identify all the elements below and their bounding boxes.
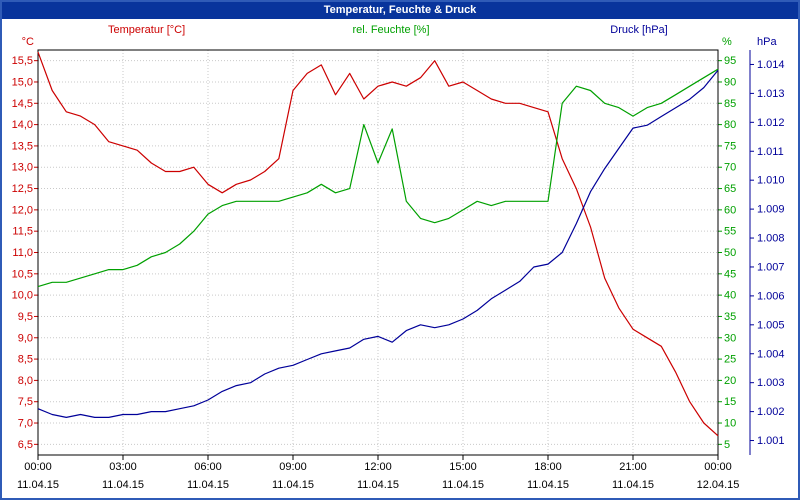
- date-tick-label: 11.04.15: [357, 479, 399, 491]
- humidity-tick-label: 80: [724, 119, 736, 131]
- time-tick-label: 18:00: [534, 461, 562, 473]
- humidity-axis-unit: %: [722, 36, 732, 48]
- time-tick-label: 12:00: [364, 461, 392, 473]
- temp-tick-label: 9,0: [18, 332, 33, 344]
- humidity-tick-label: 60: [724, 204, 736, 216]
- legend-pressure: Druck [hPa]: [610, 24, 668, 36]
- window-titlebar[interactable]: Temperatur, Feuchte & Druck: [2, 2, 798, 19]
- humidity-tick-label: 95: [724, 55, 736, 67]
- time-tick-label: 09:00: [279, 461, 307, 473]
- humidity-tick-label: 35: [724, 311, 736, 323]
- date-tick-label: 11.04.15: [442, 479, 484, 491]
- date-tick-label: 12.04.15: [697, 479, 740, 491]
- humidity-tick-label: 30: [724, 332, 736, 344]
- pressure-tick-label: 1.006: [757, 290, 785, 302]
- temp-tick-label: 13,5: [12, 140, 33, 152]
- date-tick-label: 11.04.15: [527, 479, 569, 491]
- humidity-tick-label: 85: [724, 98, 736, 110]
- temp-tick-label: 7,5: [18, 396, 33, 408]
- temp-tick-label: 7,0: [18, 418, 33, 430]
- temp-tick-label: 15,0: [12, 76, 33, 88]
- humidity-tick-label: 75: [724, 140, 736, 152]
- humidity-tick-label: 45: [724, 268, 736, 280]
- pressure-tick-label: 1.004: [757, 348, 785, 360]
- series-line-pressure: [37, 69, 719, 418]
- date-tick-label: 11.04.15: [17, 479, 59, 491]
- time-tick-label: 15:00: [449, 461, 477, 473]
- temp-tick-label: 8,0: [18, 375, 33, 387]
- humidity-tick-label: 55: [724, 226, 736, 238]
- date-tick-label: 11.04.15: [102, 479, 144, 491]
- humidity-tick-label: 10: [724, 418, 736, 430]
- humidity-tick-label: 20: [724, 375, 736, 387]
- pressure-tick-label: 1.010: [757, 175, 785, 187]
- plot-border: [37, 49, 719, 456]
- humidity-tick-label: 5: [724, 439, 730, 451]
- pressure-tick-label: 1.005: [757, 319, 785, 331]
- pressure-tick-label: 1.001: [757, 435, 785, 447]
- pressure-tick-label: 1.008: [757, 233, 785, 245]
- temp-tick-label: 6,5: [18, 439, 33, 451]
- legend-humidity: rel. Feuchte [%]: [352, 24, 430, 36]
- humidity-tick-label: 70: [724, 162, 736, 174]
- humidity-tick-label: 25: [724, 354, 736, 366]
- time-tick-label: 06:00: [194, 461, 222, 473]
- temp-tick-label: 10,5: [12, 268, 33, 280]
- temperature-axis-unit: °C: [21, 36, 34, 48]
- pressure-tick-label: 1.014: [757, 59, 785, 71]
- humidity-tick-label: 65: [724, 183, 736, 195]
- date-tick-label: 11.04.15: [272, 479, 314, 491]
- pressure-axis-unit: hPa: [757, 36, 777, 48]
- time-tick-label: 21:00: [619, 461, 647, 473]
- pressure-tick-label: 1.009: [757, 204, 785, 216]
- temp-tick-label: 14,0: [12, 119, 33, 131]
- humidity-tick-label: 50: [724, 247, 736, 259]
- pressure-tick-label: 1.011: [757, 146, 784, 158]
- temp-tick-label: 11,0: [12, 247, 33, 259]
- window-title: Temperatur, Feuchte & Druck: [323, 4, 477, 16]
- temp-tick-label: 10,0: [12, 290, 33, 302]
- temp-tick-label: 12,0: [12, 204, 33, 216]
- series-line-temperature: [37, 51, 719, 437]
- temp-tick-label: 14,5: [12, 98, 33, 110]
- humidity-tick-label: 15: [724, 396, 736, 408]
- pressure-tick-label: 1.012: [757, 117, 785, 129]
- pressure-tick-label: 1.002: [757, 406, 785, 418]
- humidity-tick-label: 40: [724, 290, 736, 302]
- temp-tick-label: 13,0: [12, 162, 33, 174]
- temp-tick-label: 11,5: [12, 226, 33, 238]
- temp-tick-label: 8,5: [18, 354, 33, 366]
- legend-temperature: Temperatur [°C]: [108, 24, 186, 36]
- series-line-humidity: [37, 68, 719, 288]
- humidity-tick-label: 90: [724, 76, 736, 88]
- time-tick-label: 03:00: [109, 461, 137, 473]
- pressure-tick-label: 1.013: [757, 88, 785, 100]
- temp-tick-label: 12,5: [12, 183, 33, 195]
- date-tick-label: 11.04.15: [187, 479, 229, 491]
- date-tick-label: 11.04.15: [612, 479, 654, 491]
- temp-tick-label: 9,5: [18, 311, 33, 323]
- pressure-tick-label: 1.003: [757, 377, 785, 389]
- pressure-tick-label: 1.007: [757, 261, 785, 273]
- time-tick-label: 00:00: [24, 461, 52, 473]
- temp-tick-label: 15,5: [12, 55, 33, 67]
- time-tick-label: 00:00: [704, 461, 732, 473]
